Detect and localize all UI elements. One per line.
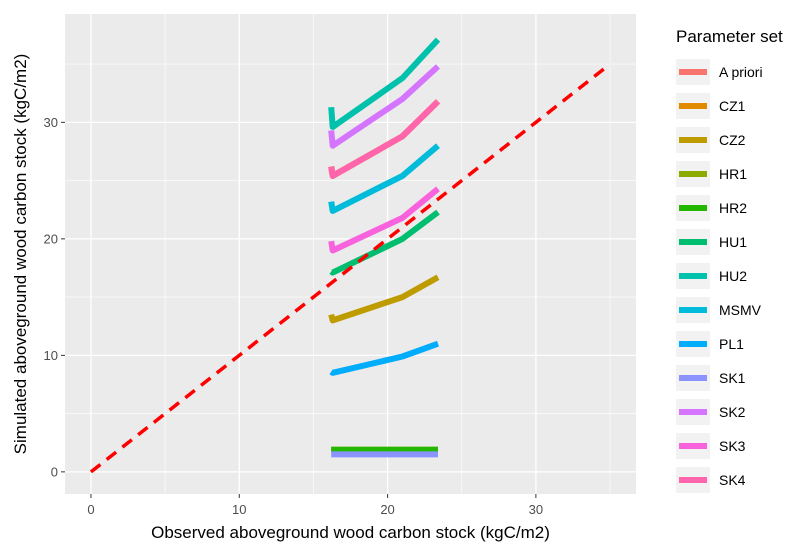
series-line-sk3 — [328, 186, 440, 254]
legend-label: HU1 — [719, 234, 747, 250]
series-line-sk2 — [328, 64, 441, 149]
series-line-sk4 — [328, 99, 441, 179]
plot-panel — [65, 14, 636, 494]
legend-label: HR1 — [719, 166, 747, 182]
series-line-hu2 — [328, 37, 441, 130]
legend-label: PL1 — [719, 336, 744, 352]
y-tick-label: 30 — [44, 115, 58, 130]
y-axis-title: Simulated aboveground wood carbon stock … — [11, 54, 30, 455]
legend-label: SK1 — [719, 370, 746, 386]
grid-minor — [65, 14, 636, 494]
x-tick-label: 0 — [87, 502, 94, 517]
legend-label: SK2 — [719, 404, 746, 420]
grid-major — [65, 14, 636, 494]
x-axis: 0 10 20 30 — [87, 494, 543, 517]
y-tick-label: 10 — [44, 348, 58, 363]
x-tick-label: 30 — [529, 502, 543, 517]
series-layer — [328, 37, 441, 458]
legend-label: HR2 — [719, 200, 747, 216]
x-tick-label: 20 — [380, 502, 394, 517]
legend: Parameter set A priori CZ1 CZ2 HR1 HR2 HU1 HU2… — [676, 27, 783, 493]
legend-label: A priori — [719, 64, 763, 80]
series-line-msmv — [328, 143, 440, 214]
legend-label: HU2 — [719, 268, 747, 284]
legend-label: SK4 — [719, 472, 746, 488]
legend-title: Parameter set — [676, 27, 783, 46]
y-tick-label: 0 — [51, 464, 58, 479]
x-axis-title: Observed aboveground wood carbon stock (… — [151, 523, 550, 542]
legend-label: MSMV — [719, 302, 762, 318]
y-axis: 0 10 20 30 — [44, 115, 65, 479]
legend-label: CZ2 — [719, 132, 746, 148]
legend-label: SK3 — [719, 438, 746, 454]
reference-line — [89, 62, 612, 474]
x-tick-label: 10 — [232, 502, 246, 517]
y-tick-label: 20 — [44, 231, 58, 246]
legend-label: CZ1 — [719, 98, 746, 114]
series-line-cz2 — [328, 274, 440, 324]
series-line-pl1 — [329, 340, 440, 376]
